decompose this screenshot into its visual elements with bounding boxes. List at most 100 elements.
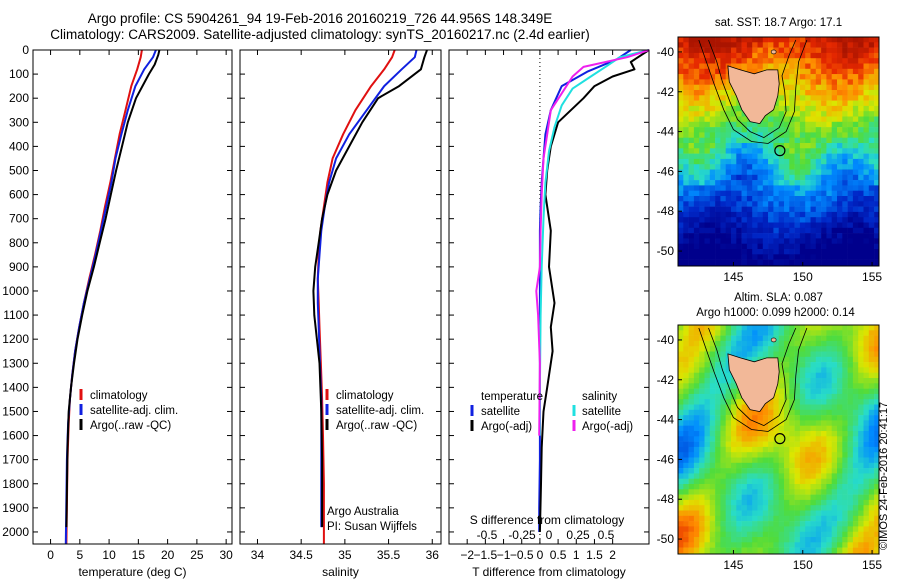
sla-map-cell: [699, 404, 705, 411]
sla-map-cell: [815, 499, 822, 506]
sla-map-cell: [789, 462, 795, 469]
sst-map-cell: [863, 95, 870, 101]
sla-map-cell: [826, 537, 832, 543]
sla-map-cell: [842, 446, 848, 453]
sst-map-cell: [715, 164, 721, 170]
sst-map-cell: [858, 249, 864, 255]
sla-map-cell: [842, 489, 848, 495]
sla-map-cell: [815, 441, 822, 448]
sst-map-cell: [725, 158, 732, 165]
sla-map-cell: [842, 521, 848, 527]
sst-map-cell: [794, 249, 801, 255]
sst-map-cell: [746, 169, 753, 176]
sst-map-cell: [821, 158, 827, 165]
sla-map-cell: [752, 335, 758, 342]
sla-map-cell: [709, 547, 716, 554]
sla-map-cell: [699, 388, 705, 395]
sla-map-cell: [725, 340, 732, 347]
sla-map-cell: [704, 478, 711, 485]
sst-map-cell: [789, 132, 795, 138]
sst-map-cell: [768, 111, 774, 117]
sla-map-cell: [709, 420, 716, 426]
sst-map-cell: [746, 148, 753, 154]
sst-map-cell: [805, 190, 811, 197]
sst-map-cell: [720, 190, 726, 197]
sla-map-cell: [863, 378, 870, 384]
sla-map-cell: [863, 335, 870, 342]
sla-map-cell: [683, 452, 689, 458]
sla-map-cell: [810, 489, 817, 495]
sst-map-cell: [874, 58, 879, 64]
sst-map-cell: [842, 211, 848, 218]
sla-map-cell: [847, 325, 854, 331]
sst-map-cell: [715, 137, 721, 144]
sla-map-cell: [725, 489, 732, 495]
sla-map-cell: [821, 547, 827, 554]
sst-map-cell: [752, 158, 758, 165]
sst-map-cell: [757, 201, 764, 207]
sla-map-cell: [874, 367, 879, 373]
sst-map-cell: [821, 116, 827, 123]
sst-map-cell: [831, 121, 838, 128]
sst-map-cell: [821, 84, 827, 91]
sla-map-cell: [778, 510, 785, 517]
sla-map-cell: [794, 473, 801, 479]
sst-map-cell: [773, 105, 779, 112]
sst-map-cell: [837, 158, 843, 165]
sst-map-cell: [831, 169, 838, 176]
sst-map-cell: [842, 196, 848, 202]
sst-map-cell: [852, 164, 859, 170]
sla-map-cell: [757, 346, 764, 352]
sst-map-cell: [704, 238, 711, 244]
sst-map-cell: [731, 254, 737, 260]
sst-map-cell: [736, 201, 742, 207]
salinity-xtick-label: 35: [338, 548, 352, 562]
sla-map-cell: [847, 420, 854, 426]
sst-map-cell: [725, 100, 732, 107]
sla-map-cell: [736, 335, 742, 342]
sla-map-cell: [773, 441, 779, 448]
sst-map-cell: [852, 105, 859, 112]
sla-map-cell: [784, 404, 790, 411]
sst-map-cell: [715, 174, 721, 181]
sst-map-cell: [736, 153, 742, 160]
sla-map-cell: [768, 526, 774, 532]
sst-map-cell: [709, 249, 716, 255]
sla-map-cell: [736, 420, 742, 426]
sla-map-cell: [720, 362, 726, 368]
sla-map-cell: [842, 399, 848, 405]
sla-map-cell: [746, 462, 753, 469]
sst-map-cell: [805, 63, 811, 70]
sst-map-cell: [842, 243, 848, 250]
sst-map-cell: [810, 84, 817, 91]
sla-map-cell: [842, 420, 848, 426]
sla-map-cell: [842, 383, 848, 389]
sla-map-cell: [704, 505, 711, 511]
sst-map-cell: [863, 42, 870, 48]
sla-map-cell: [683, 478, 689, 485]
sst-map-cell: [778, 249, 785, 255]
sst-map-cell: [805, 111, 811, 117]
sst-map-cell: [773, 185, 779, 191]
sst-map-cell: [858, 79, 864, 85]
sst-map-cell: [757, 47, 764, 54]
sst-map-cell: [794, 243, 801, 250]
sla-map-cell: [821, 499, 827, 506]
sla-map-cell: [683, 388, 689, 395]
sla-map-cell: [762, 531, 769, 538]
sst-map-cell: [683, 143, 689, 149]
sla-map-cell: [741, 425, 748, 432]
sst-map-cell: [683, 180, 689, 186]
sla-map-cell: [778, 409, 785, 416]
sla-map-cell: [821, 484, 827, 490]
sla-map-cell: [688, 505, 695, 511]
sla-map-cell: [799, 356, 806, 363]
sst-map-cell: [784, 74, 790, 80]
sst-map-cell: [821, 259, 827, 266]
sst-map-cell: [821, 37, 827, 43]
sst-map-cell: [778, 111, 785, 117]
sst-map-cell: [693, 116, 700, 123]
sla-map-cell: [741, 478, 748, 485]
sla-map-cell: [863, 499, 870, 506]
sst-map-cell: [715, 264, 721, 266]
